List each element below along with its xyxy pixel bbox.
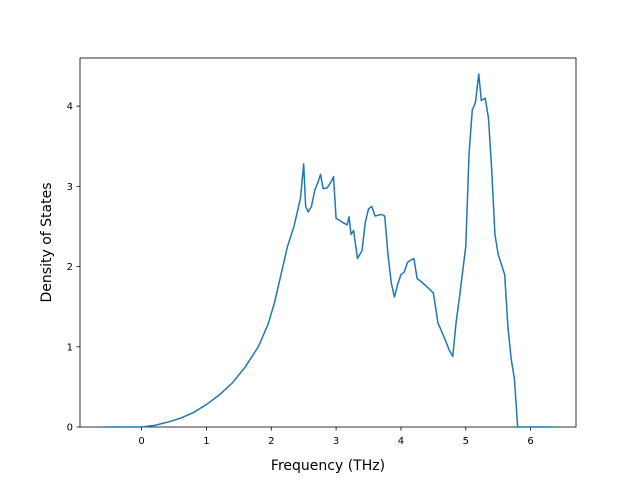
x-axis-label: Frequency (THz) [271, 458, 385, 474]
plot-frame [79, 57, 577, 428]
series-layer [102, 73, 554, 428]
y-tick-label: 4 [67, 102, 73, 113]
y-tick-label: 0 [67, 423, 73, 434]
x-tick-label: 0 [138, 436, 144, 447]
y-tick-label: 3 [67, 182, 73, 193]
x-axis: 0 1 2 3 4 5 6 [138, 427, 534, 447]
plot-area [79, 57, 577, 428]
x-tick-label: 5 [463, 436, 469, 447]
y-tick-label: 2 [67, 262, 73, 273]
x-tick-label: 4 [398, 436, 404, 447]
y-tick-label: 1 [67, 342, 73, 353]
y-axis: 0 1 2 3 4 [67, 102, 80, 434]
x-tick-label: 1 [203, 436, 209, 447]
x-tick-label: 3 [333, 436, 339, 447]
y-axis-label: Density of States [39, 183, 55, 303]
dos-series-line [102, 73, 554, 428]
x-tick-label: 2 [268, 436, 274, 447]
x-tick-label: 6 [527, 436, 533, 447]
